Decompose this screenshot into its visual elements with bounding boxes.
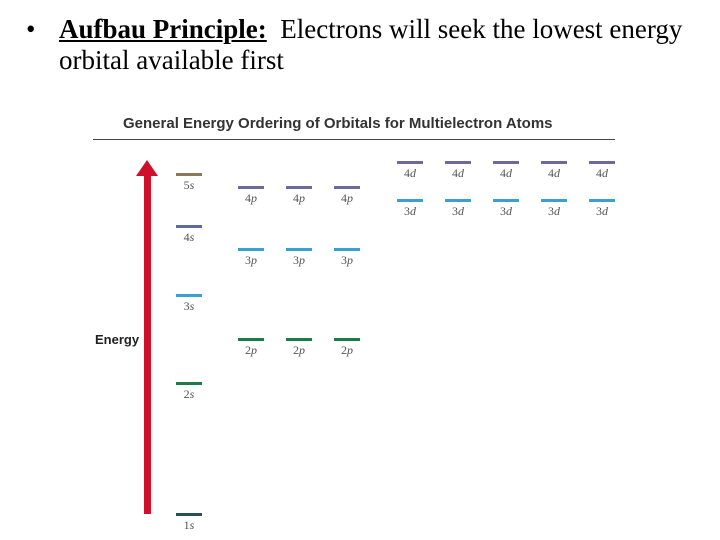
orbital-3p-level <box>334 248 360 251</box>
orbital-2p-label: 2p <box>341 343 353 357</box>
orbital-1s: 1s <box>176 513 202 535</box>
orbital-4d: 4d <box>589 161 615 183</box>
orbital-3p-level <box>238 248 264 251</box>
orbital-3d-level <box>493 199 519 202</box>
orbital-1s-label: 1s <box>183 518 195 532</box>
orbital-2p: 2p <box>286 338 312 360</box>
orbital-3d: 3d <box>397 199 423 221</box>
orbital-4p: 4p <box>238 186 264 208</box>
orbital-3p-level <box>286 248 312 251</box>
orbital-1s-level <box>176 513 202 516</box>
orbital-3p-label: 3p <box>341 253 353 267</box>
orbital-4p-label: 4p <box>245 191 257 205</box>
orbital-3p: 3p <box>286 248 312 270</box>
orbital-3p: 3p <box>238 248 264 270</box>
orbital-3d-label: 3d <box>452 204 464 218</box>
orbital-3d: 3d <box>541 199 567 221</box>
orbital-2p-label: 2p <box>293 343 305 357</box>
orbital-2p-label: 2p <box>245 343 257 357</box>
orbital-4d: 4d <box>541 161 567 183</box>
orbital-3d-label: 3d <box>404 204 416 218</box>
orbital-4d-level <box>589 161 615 164</box>
principle-description: Electrons will seek the lowest energy or… <box>59 14 683 75</box>
orbital-2p: 2p <box>238 338 264 360</box>
orbital-2s: 2s <box>176 382 202 404</box>
energy-arrow-shaft <box>144 172 151 514</box>
bullet-marker: • <box>26 14 36 44</box>
orbital-3d-level <box>445 199 471 202</box>
orbital-4d: 4d <box>493 161 519 183</box>
orbital-3d-level <box>397 199 423 202</box>
orbital-3d-label: 3d <box>596 204 608 218</box>
orbital-4d-level <box>493 161 519 164</box>
orbital-4d-label: 4d <box>452 166 464 180</box>
orbital-5s-label: 5s <box>183 178 195 192</box>
orbital-4d-level <box>445 161 471 164</box>
orbital-4p-level <box>334 186 360 189</box>
orbital-2p-level <box>334 338 360 341</box>
orbital-3d: 3d <box>589 199 615 221</box>
orbital-4p-label: 4p <box>341 191 353 205</box>
orbital-5s-level <box>176 173 202 176</box>
bullet-text: Aufbau Principle: Electrons will seek th… <box>59 14 699 76</box>
orbital-4d-level <box>397 161 423 164</box>
diagram-title: General Energy Ordering of Orbitals for … <box>123 115 553 132</box>
orbital-2s-level <box>176 382 202 385</box>
orbital-2p: 2p <box>334 338 360 360</box>
orbital-4d-level <box>541 161 567 164</box>
orbital-4s: 4s <box>176 225 202 247</box>
energy-arrow-head <box>136 160 158 176</box>
orbital-4s-level <box>176 225 202 228</box>
orbital-5s: 5s <box>176 173 202 195</box>
orbital-4d: 4d <box>445 161 471 183</box>
orbital-3s-level <box>176 294 202 297</box>
orbital-4p: 4p <box>286 186 312 208</box>
orbital-3d-level <box>541 199 567 202</box>
orbital-4p-level <box>238 186 264 189</box>
orbital-3d-label: 3d <box>500 204 512 218</box>
orbital-3p-label: 3p <box>293 253 305 267</box>
energy-axis-label: Energy <box>95 332 140 347</box>
orbital-3s-label: 3s <box>183 299 195 313</box>
orbital-2p-level <box>286 338 312 341</box>
orbital-4d: 4d <box>397 161 423 183</box>
orbital-4d-label: 4d <box>404 166 416 180</box>
title-divider <box>93 139 615 140</box>
orbital-3d-label: 3d <box>548 204 560 218</box>
orbital-4p-level <box>286 186 312 189</box>
orbital-2p-level <box>238 338 264 341</box>
orbital-4d-label: 4d <box>500 166 512 180</box>
orbital-3p: 3p <box>334 248 360 270</box>
orbital-4d-label: 4d <box>596 166 608 180</box>
orbital-3d: 3d <box>493 199 519 221</box>
orbital-4s-label: 4s <box>183 230 195 244</box>
orbital-2s-label: 2s <box>183 387 195 401</box>
orbital-3d: 3d <box>445 199 471 221</box>
orbital-4d-label: 4d <box>548 166 560 180</box>
orbital-4p: 4p <box>334 186 360 208</box>
orbital-3s: 3s <box>176 294 202 316</box>
orbital-4p-label: 4p <box>293 191 305 205</box>
principle-term: Aufbau Principle: <box>59 14 267 44</box>
orbital-3p-label: 3p <box>245 253 257 267</box>
orbital-3d-level <box>589 199 615 202</box>
